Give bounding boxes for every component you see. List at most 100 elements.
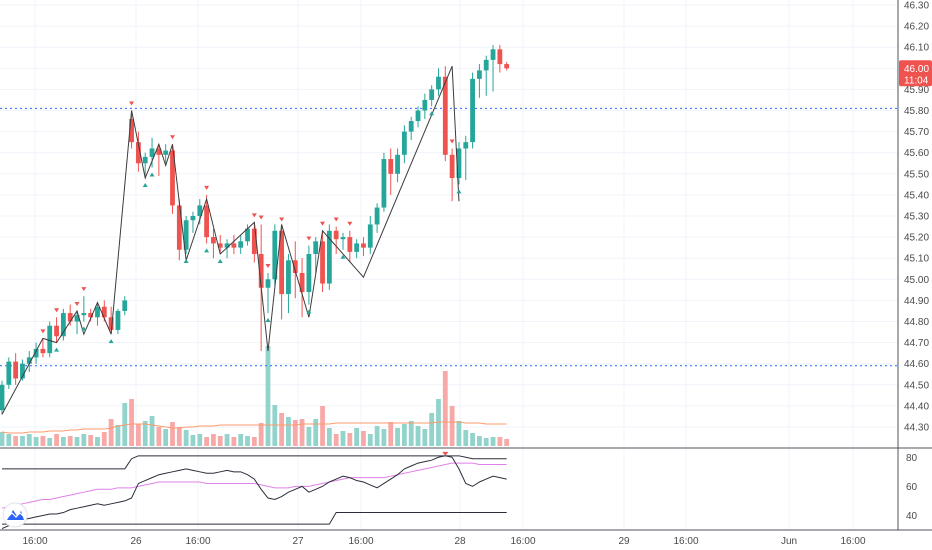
- volume-bar: [422, 429, 428, 446]
- indicator-axis-label: 60: [906, 482, 918, 493]
- volume-bar: [388, 422, 394, 446]
- volume-bar: [88, 435, 94, 446]
- candle-body: [299, 272, 305, 292]
- volume-bar: [190, 435, 196, 446]
- zigzag-indicator: [1, 65, 460, 415]
- candle-body: [67, 313, 73, 322]
- candle-body: [504, 64, 510, 69]
- volume-bar: [6, 434, 12, 446]
- candle-body: [170, 150, 175, 206]
- candle-body: [313, 241, 319, 254]
- tradingview-logo-icon[interactable]: [2, 502, 28, 528]
- pivot-low-marker: [265, 318, 271, 323]
- pivot-high-marker: [129, 101, 135, 106]
- volume-bar: [361, 431, 366, 446]
- candle-body: [306, 253, 312, 292]
- candle-body: [33, 348, 39, 358]
- volume-bar: [231, 437, 237, 446]
- logo-shape: [7, 510, 24, 520]
- pivot-high-marker: [54, 308, 60, 313]
- candle-body: [190, 216, 196, 221]
- candle-body: [477, 70, 482, 79]
- volume-bar: [326, 428, 332, 446]
- candle-body: [129, 118, 134, 143]
- volume-bar: [354, 428, 360, 446]
- oscillator-pane: [0, 447, 932, 530]
- volume-bar: [477, 436, 482, 446]
- price-axis-label: 45.10: [904, 254, 929, 265]
- candle-body: [60, 313, 66, 337]
- volume-bar: [67, 436, 73, 446]
- volume-bars: [0, 346, 510, 446]
- candle-body: [395, 154, 400, 174]
- candle-body: [333, 230, 339, 240]
- candle-body: [442, 76, 448, 155]
- candle-body: [204, 205, 209, 238]
- candle-body: [367, 224, 373, 248]
- candle-body: [279, 230, 285, 295]
- volume-bar: [504, 439, 510, 446]
- volume-bar: [313, 419, 319, 446]
- volume-bar: [0, 432, 5, 446]
- price-axis-label: 46.10: [904, 43, 929, 54]
- volume-bar: [13, 436, 19, 446]
- time-axis-label: 16:00: [510, 536, 535, 547]
- candle-body: [272, 230, 278, 280]
- candle-body: [361, 243, 366, 248]
- candle-body: [340, 237, 346, 240]
- candle-body: [408, 121, 414, 132]
- candle-body: [149, 148, 155, 157]
- volume-bar: [81, 434, 87, 446]
- volume-bar: [429, 413, 435, 446]
- volume-bar: [40, 436, 46, 446]
- pivot-low-marker: [81, 326, 87, 331]
- volume-bar: [258, 423, 264, 446]
- candle-body: [347, 237, 353, 252]
- candle-body: [415, 110, 421, 122]
- price-axis-label: 46.20: [904, 22, 929, 33]
- time-axis-label: 16:00: [22, 536, 47, 547]
- candle-body: [108, 317, 114, 330]
- price-axis-label: 45.90: [904, 85, 929, 96]
- pivot-low-marker: [306, 309, 312, 314]
- volume-bar: [20, 436, 25, 446]
- candle-body: [224, 243, 230, 248]
- volume-bar: [306, 427, 312, 446]
- time-axis-label: 28: [454, 536, 466, 547]
- candle-body: [81, 313, 87, 316]
- volume-ma-line: [1, 421, 507, 434]
- candle-body: [163, 150, 169, 155]
- volume-bar: [320, 406, 325, 446]
- candle-body: [40, 348, 46, 354]
- candle-body: [217, 243, 223, 248]
- volume-bar: [108, 419, 114, 446]
- price-axis-label: 45.70: [904, 127, 929, 138]
- candle-body: [354, 243, 360, 252]
- pivot-high-marker: [204, 185, 210, 190]
- volume-bar: [395, 428, 400, 446]
- pivot-high-marker: [74, 301, 80, 306]
- time-axis-label: 27: [292, 536, 304, 547]
- volume-bar: [74, 437, 80, 446]
- volume-bar: [374, 426, 380, 446]
- indicator-upper-band: [2, 455, 507, 470]
- volume-bar: [54, 434, 59, 446]
- pivot-low-marker: [142, 183, 148, 188]
- candle-body: [115, 310, 121, 330]
- volume-bar: [176, 427, 182, 446]
- volume-bar: [149, 416, 155, 446]
- candle-body: [422, 99, 428, 111]
- volume-bar: [156, 427, 162, 446]
- candle-body: [490, 49, 496, 60]
- volume-bar: [401, 424, 407, 446]
- candle-body: [286, 260, 291, 295]
- price-axis-label: 46.30: [904, 1, 929, 12]
- pivot-high-marker: [279, 217, 285, 222]
- volume-bar: [463, 430, 469, 446]
- candle-body: [463, 142, 469, 149]
- price-axis-label: 44.50: [904, 380, 929, 391]
- volume-bar: [197, 434, 203, 446]
- candlestick-series: [0, 45, 510, 415]
